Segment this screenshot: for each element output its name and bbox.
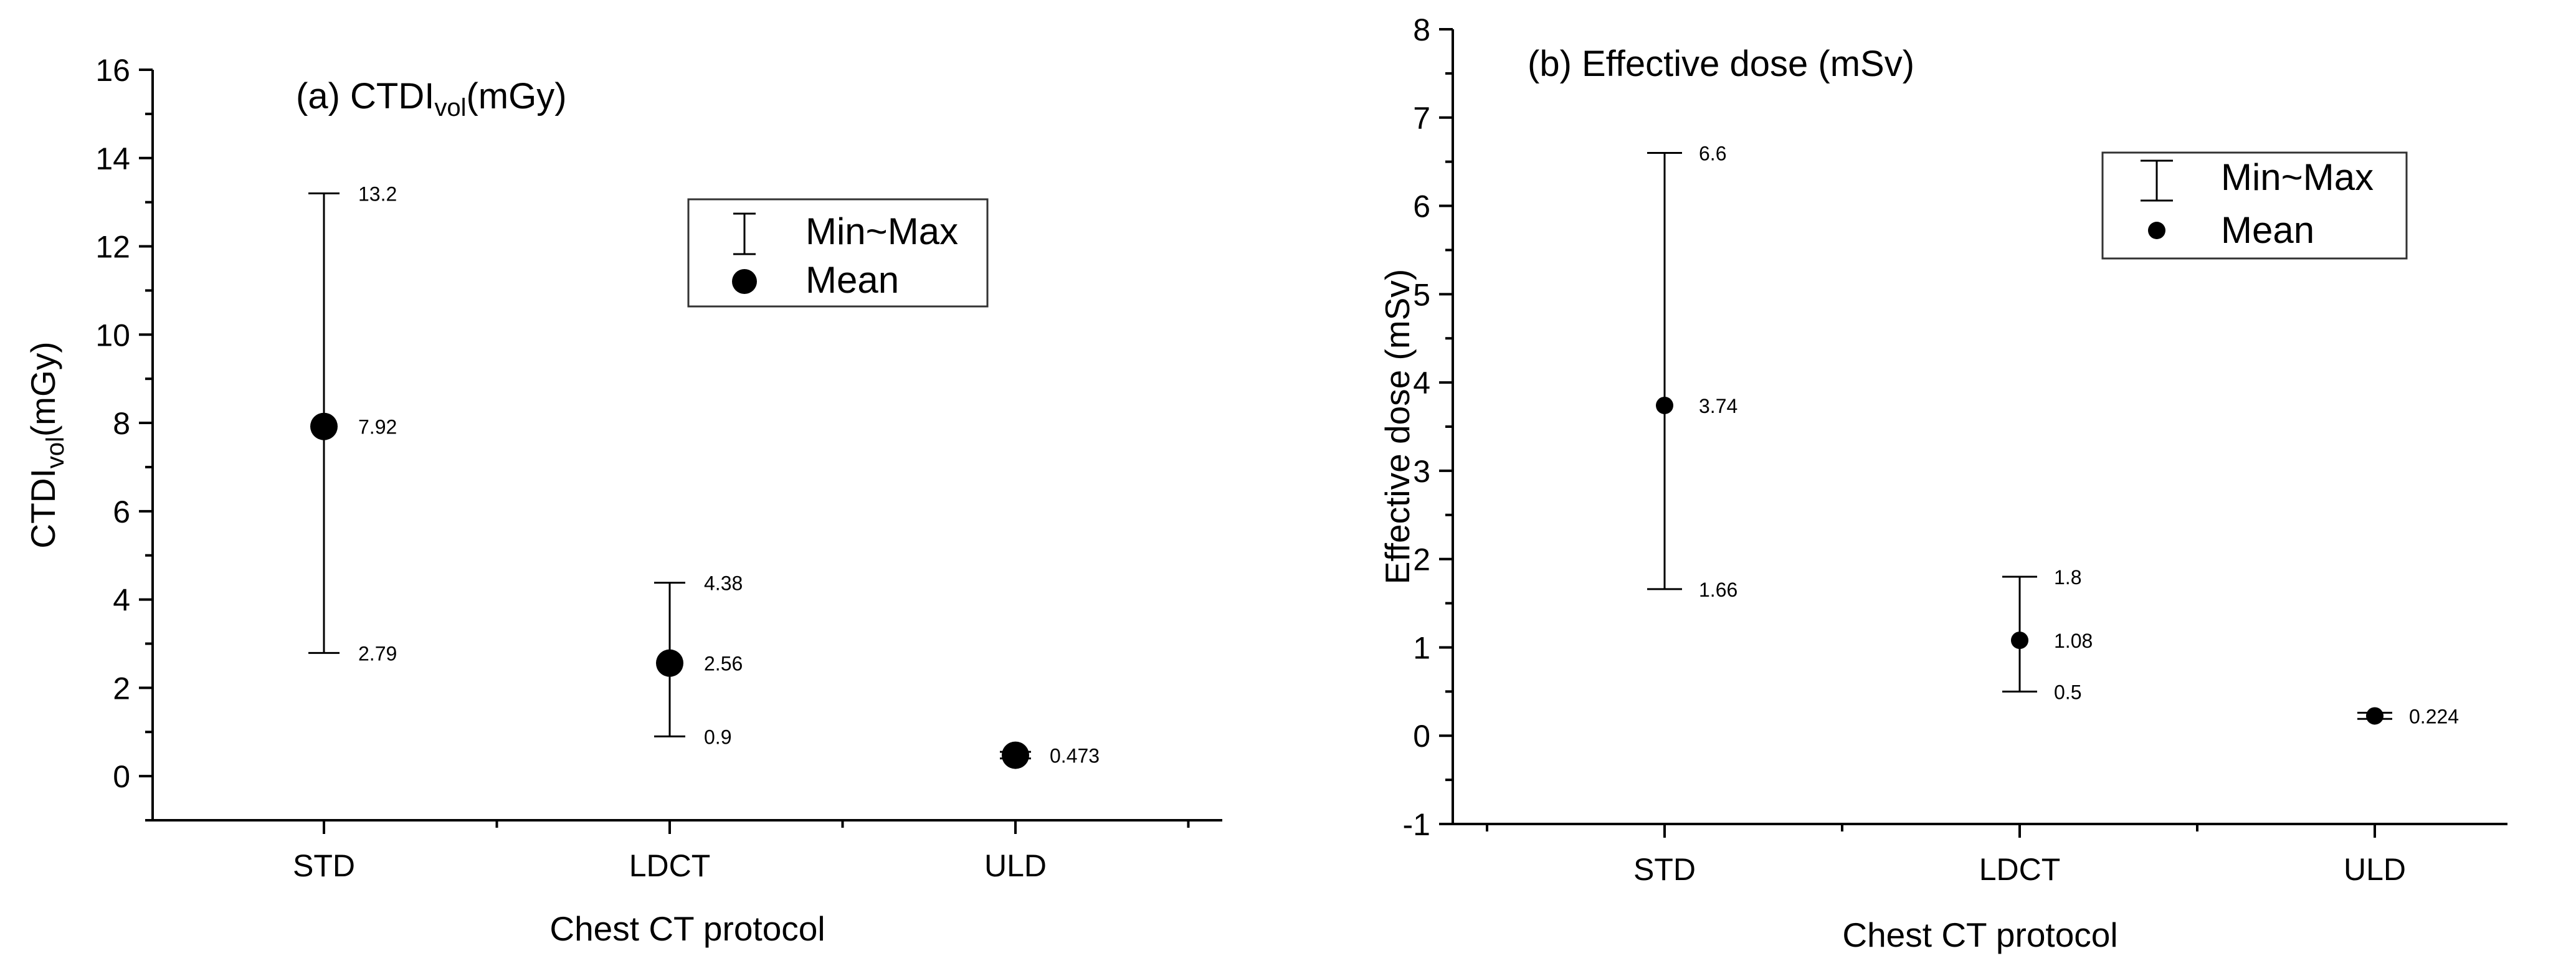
y-tick-label: 8 bbox=[1413, 12, 1430, 47]
mean-value-label: 2.56 bbox=[704, 653, 743, 675]
mean-value-label: 0.473 bbox=[1050, 745, 1100, 767]
y-axis-title: Effective dose (mSv) bbox=[1378, 269, 1417, 584]
min-value-label: 0.5 bbox=[2054, 681, 2081, 703]
y-axis-title: CTDIvol(mGy) bbox=[24, 341, 69, 548]
y-tick-label: 5 bbox=[1413, 277, 1430, 312]
legend-mean-label: Mean bbox=[2221, 209, 2314, 251]
min-value-label: 1.66 bbox=[1699, 579, 1737, 601]
x-tick-label: ULD bbox=[2344, 852, 2406, 887]
y-tick-label: 6 bbox=[1413, 189, 1430, 224]
y-tick-label: 6 bbox=[113, 495, 130, 529]
y-tick-label: 2 bbox=[113, 671, 130, 706]
chart-panel-b: -1 0 1 2 3 4 5 6 7 8 STD LDCT ULD (b) Effective dose … bbox=[1378, 12, 2507, 954]
mean-point-uld bbox=[2366, 707, 2384, 725]
mean-value-label: 7.92 bbox=[358, 416, 397, 438]
mean-point-std bbox=[1656, 396, 1673, 414]
y-tick-label: 0 bbox=[1413, 719, 1430, 754]
x-tick-label: LDCT bbox=[629, 848, 711, 883]
panel-title: (b) Effective dose (mSv) bbox=[1528, 44, 1914, 84]
y-tick-label: 10 bbox=[95, 318, 130, 353]
x-tick-label: STD bbox=[293, 848, 355, 883]
legend-mean-icon bbox=[2148, 222, 2165, 239]
y-tick-label: 4 bbox=[113, 583, 130, 618]
x-tick-label: ULD bbox=[984, 848, 1047, 883]
x-tick-label: LDCT bbox=[1979, 852, 2061, 887]
max-value-label: 1.8 bbox=[2054, 566, 2081, 589]
ylabel-main: CTDI bbox=[24, 468, 62, 548]
y-tick-label: 8 bbox=[113, 406, 130, 441]
x-axis-title: Chest CT protocol bbox=[1842, 916, 2117, 954]
ylabel-suffix: (mGy) bbox=[24, 341, 62, 437]
ylabel-main: Effective dose (mSv) bbox=[1378, 269, 1417, 584]
title-main: (a) CTDI bbox=[296, 76, 434, 116]
x-tick-label: STD bbox=[1633, 852, 1696, 887]
min-value-label: 2.79 bbox=[358, 642, 397, 665]
max-value-label: 6.6 bbox=[1699, 142, 1726, 164]
mean-point-uld bbox=[1002, 741, 1029, 769]
legend-box bbox=[2101, 151, 2408, 260]
y-tick-label: 3 bbox=[1413, 454, 1430, 489]
y-tick-label: 4 bbox=[1413, 366, 1430, 400]
y-tick-label: 12 bbox=[95, 230, 130, 265]
min-value-label: 0.9 bbox=[704, 726, 731, 748]
legend: Min~Max Mean bbox=[687, 198, 989, 308]
mean-point-ldct bbox=[656, 649, 683, 677]
title-main: (b) Effective dose (mSv) bbox=[1528, 44, 1914, 84]
legend: Min~Max Mean bbox=[2101, 151, 2408, 260]
title-subscript: vol bbox=[434, 94, 466, 121]
x-axis-title: Chest CT protocol bbox=[549, 909, 825, 948]
y-tick-label: 0 bbox=[113, 759, 130, 794]
max-value-label: 13.2 bbox=[358, 182, 397, 205]
mean-value-label: 1.08 bbox=[2054, 630, 2093, 652]
mean-point-ldct bbox=[2011, 632, 2028, 650]
y-tick-label: -1 bbox=[1403, 807, 1430, 842]
y-tick-label: 14 bbox=[95, 141, 130, 176]
legend-mean-icon bbox=[732, 269, 757, 294]
mean-point-std bbox=[310, 412, 338, 440]
ylabel-subscript: vol bbox=[42, 437, 69, 468]
legend-mean-label: Mean bbox=[806, 259, 899, 301]
title-suffix: (mGy) bbox=[466, 76, 566, 116]
y-tick-label: 7 bbox=[1413, 101, 1430, 136]
y-tick-label: 2 bbox=[1413, 542, 1430, 577]
mean-value-label: 0.224 bbox=[2409, 705, 2459, 727]
max-value-label: 4.38 bbox=[704, 572, 743, 595]
panel-title: (a) CTDIvol(mGy) bbox=[296, 76, 567, 121]
mean-value-label: 3.74 bbox=[1699, 395, 1737, 417]
y-tick-label: 16 bbox=[95, 53, 130, 88]
legend-range-label: Min~Max bbox=[806, 211, 958, 252]
y-tick-label: 1 bbox=[1413, 630, 1430, 665]
legend-range-label: Min~Max bbox=[2221, 156, 2374, 198]
